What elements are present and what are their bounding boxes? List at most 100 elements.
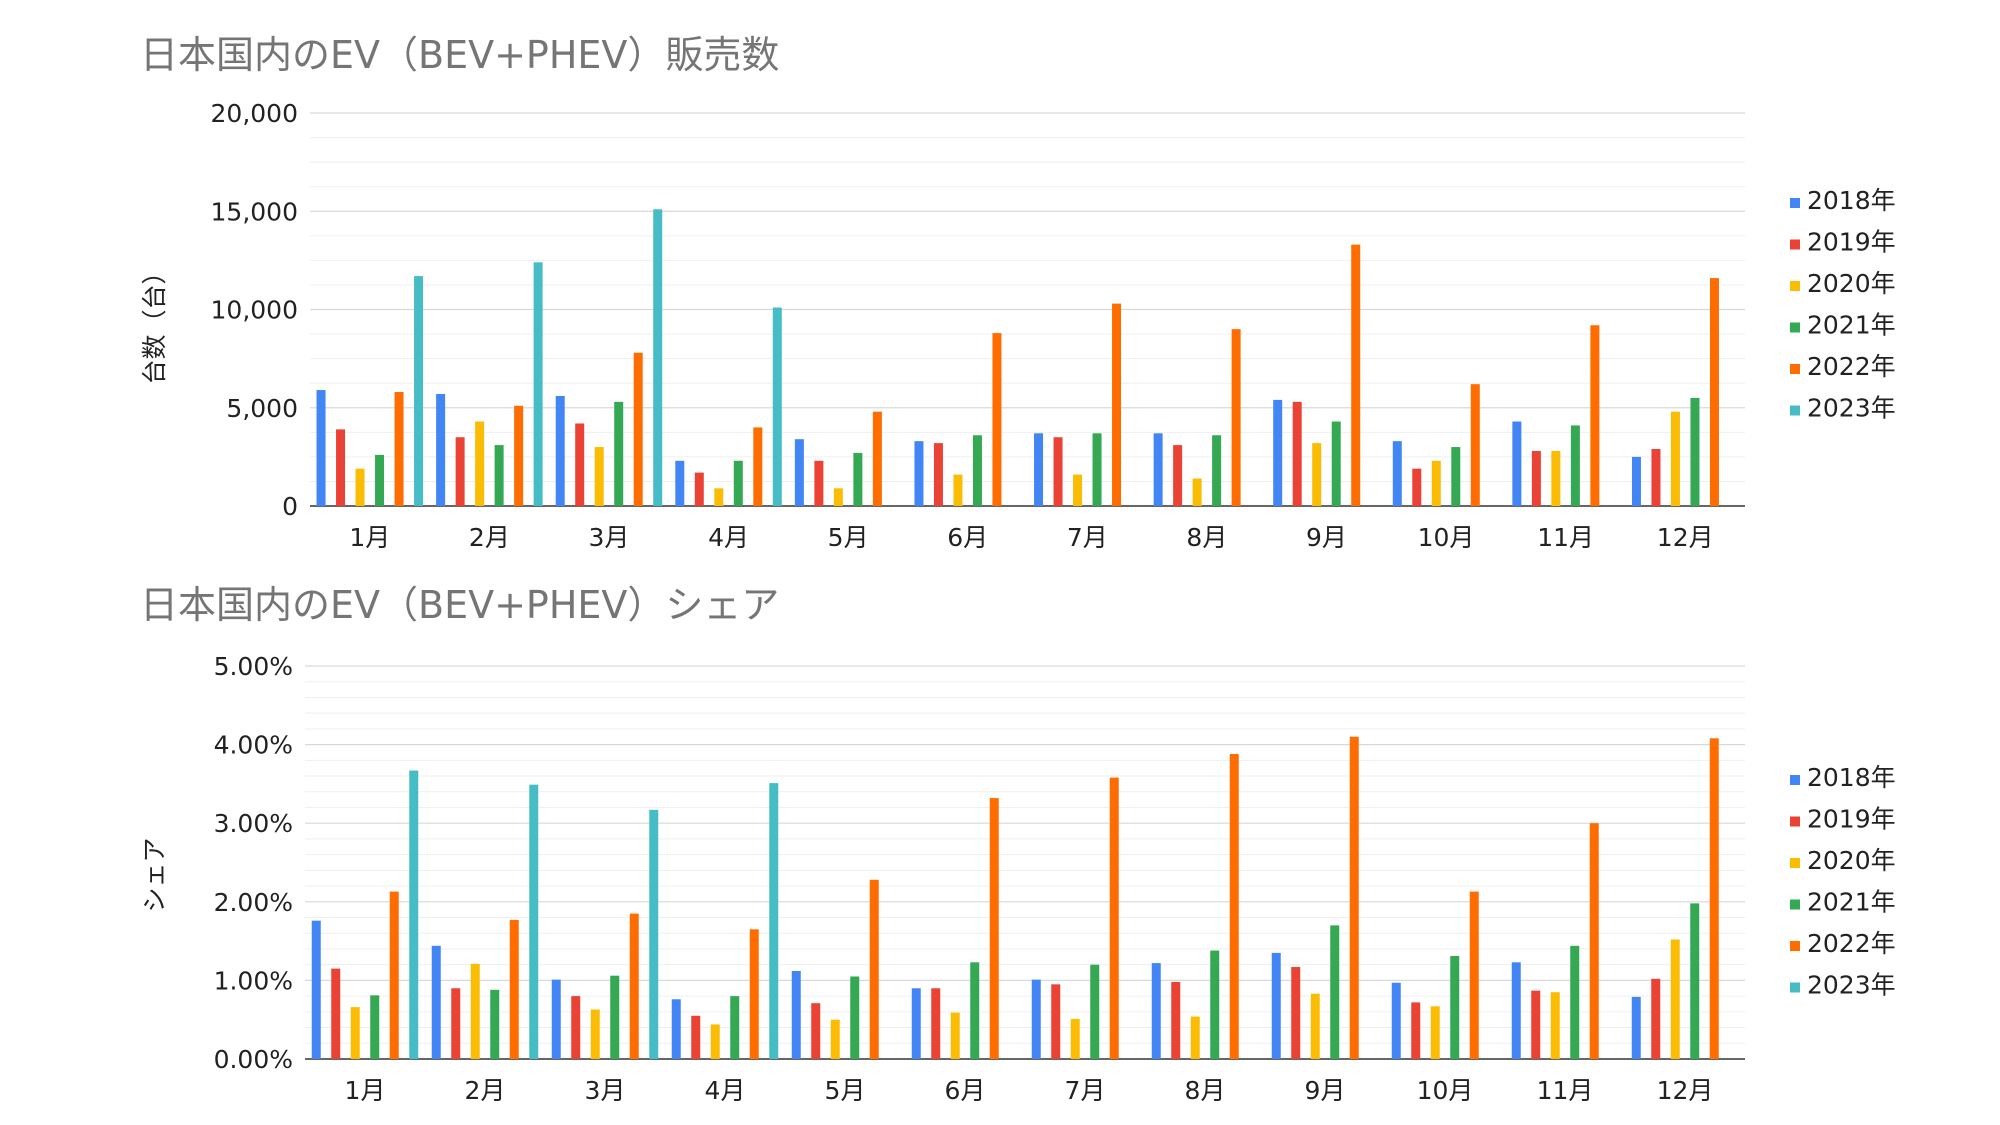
share-bar — [629, 913, 639, 1059]
share-bar — [671, 999, 681, 1059]
sales-bar — [1331, 421, 1341, 506]
sales-legend-label: 2023年 — [1807, 394, 1896, 423]
sales-chart-xticks: 1月 2月 3月 4月 5月 6月 7月 8月 9月 10月 11月 12月 — [349, 523, 1713, 552]
share-xtick-label: 4月 — [705, 1076, 746, 1105]
sales-legend-swatch — [1790, 198, 1800, 208]
sales-bar — [733, 460, 743, 506]
share-bar — [1051, 984, 1061, 1059]
sales-legend-label: 2020年 — [1807, 269, 1896, 298]
share-chart-legend: 2018年 2019年 2020年 2021年 2022年 2023年 — [1790, 763, 1896, 1000]
sales-bar — [455, 437, 465, 506]
sales-bar — [1292, 401, 1302, 506]
sales-xtick-label: 10月 — [1418, 523, 1475, 552]
share-ytick-label: 5.00% — [214, 652, 293, 681]
sales-bar — [1273, 399, 1283, 506]
share-legend-swatch — [1790, 982, 1800, 993]
share-xtick-label: 10月 — [1417, 1076, 1474, 1105]
share-xtick-label: 1月 — [345, 1076, 386, 1105]
sales-bar — [1192, 478, 1202, 506]
share-bar — [1031, 979, 1041, 1059]
sales-bar — [1512, 421, 1522, 506]
sales-xtick-label: 4月 — [708, 523, 749, 552]
sales-chart: 日本国内のEV（BEV+PHEV）販売数 台数（台） 0 5,000 10,000 1… — [140, 33, 1896, 552]
sales-xtick-label: 6月 — [947, 523, 988, 552]
sales-xtick-label: 2月 — [469, 523, 510, 552]
sales-ytick-label: 0 — [282, 492, 298, 521]
sales-xtick-label: 8月 — [1186, 523, 1227, 552]
sales-bar — [933, 443, 943, 506]
share-bar — [1531, 990, 1541, 1059]
sales-xtick-label: 11月 — [1537, 523, 1594, 552]
sales-bar — [1631, 456, 1641, 506]
sales-bar — [1351, 244, 1361, 506]
share-bar — [950, 1012, 960, 1059]
sales-bar — [1412, 468, 1422, 506]
sales-legend-label: 2018年 — [1807, 186, 1896, 215]
share-bar — [389, 891, 399, 1059]
sales-bar — [336, 429, 346, 506]
sales-bar — [514, 405, 524, 506]
sales-bar — [1590, 325, 1600, 506]
sales-xtick-label: 12月 — [1657, 523, 1714, 552]
sales-chart-title: 日本国内のEV（BEV+PHEV）販売数 — [140, 33, 779, 77]
share-bar — [1670, 939, 1680, 1059]
share-bar — [409, 770, 419, 1059]
share-bar — [1450, 956, 1460, 1059]
sales-bar — [1531, 450, 1541, 506]
share-bar — [989, 798, 999, 1059]
share-bar — [311, 920, 321, 1059]
share-bar — [1291, 967, 1301, 1059]
share-bar — [911, 988, 921, 1059]
sales-xtick-label: 7月 — [1067, 523, 1108, 552]
sales-bar — [594, 447, 604, 506]
share-ytick-label: 0.00% — [214, 1045, 293, 1074]
share-bar — [1709, 738, 1719, 1059]
share-bar — [610, 975, 620, 1059]
share-xtick-label: 2月 — [465, 1076, 506, 1105]
sales-bar — [1112, 303, 1122, 506]
sales-xtick-label: 9月 — [1306, 523, 1347, 552]
share-bar — [529, 784, 539, 1059]
sales-bar — [1231, 329, 1241, 506]
share-chart-bars — [311, 736, 1719, 1059]
sales-bar — [992, 333, 1002, 506]
sales-bar — [953, 474, 963, 506]
sales-chart-gridlines — [310, 112, 1745, 507]
share-bar — [571, 996, 581, 1059]
share-bar — [811, 1003, 821, 1059]
sales-bar — [475, 421, 485, 506]
share-bar — [1589, 823, 1599, 1059]
share-bar — [509, 919, 519, 1059]
share-bar — [970, 962, 980, 1059]
sales-bar — [1570, 425, 1580, 506]
sales-legend-swatch — [1790, 239, 1800, 250]
sales-bar — [1431, 460, 1441, 506]
share-bar — [1511, 962, 1521, 1059]
share-bar — [350, 1007, 360, 1059]
share-legend-swatch — [1790, 899, 1800, 910]
share-bar — [431, 945, 441, 1059]
sales-bar — [972, 435, 982, 506]
share-bar — [931, 988, 941, 1059]
share-bar — [1631, 996, 1641, 1059]
sales-legend-swatch — [1790, 322, 1800, 333]
sales-chart-legend: 2018年 2019年 2020年 2021年 2022年 2023年 — [1790, 186, 1896, 423]
sales-bar — [555, 395, 565, 506]
sales-bar — [872, 411, 882, 506]
sales-bar — [694, 472, 704, 506]
sales-bar — [914, 441, 924, 506]
sales-bar — [575, 423, 585, 506]
sales-bar — [1173, 445, 1183, 506]
sales-bar — [1092, 433, 1102, 506]
share-bar — [730, 996, 740, 1059]
sales-bar — [1073, 474, 1083, 506]
sales-bar — [355, 468, 365, 506]
share-bar — [850, 976, 860, 1059]
sales-ytick-label: 20,000 — [211, 99, 298, 128]
share-legend-swatch — [1790, 775, 1800, 785]
sales-bar — [1690, 397, 1700, 506]
share-chart-title: 日本国内のEV（BEV+PHEV）シェア — [140, 583, 779, 627]
sales-bar — [1470, 384, 1480, 506]
